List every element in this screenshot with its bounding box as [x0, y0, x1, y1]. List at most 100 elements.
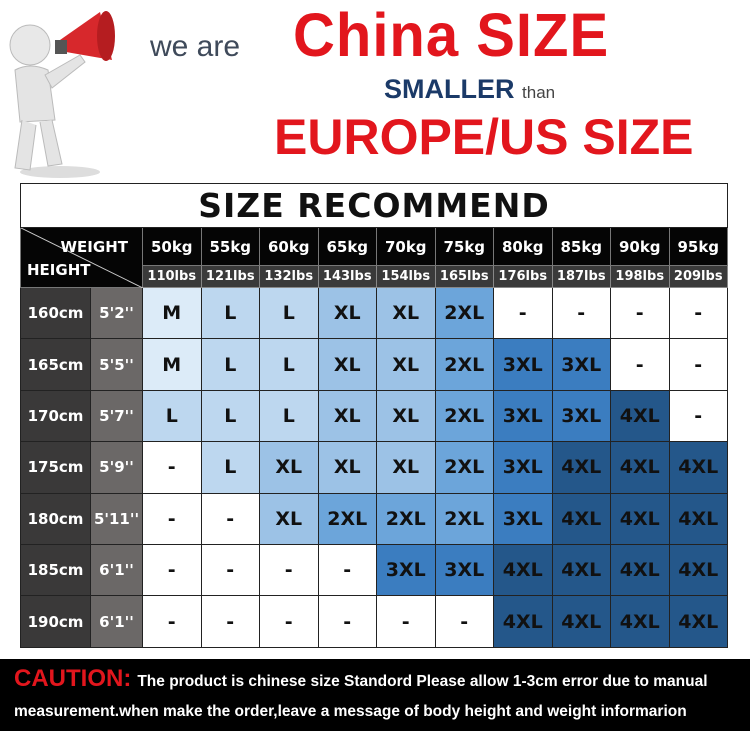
- size-cell: L: [200, 286, 260, 340]
- smaller-text: SMALLER: [384, 74, 515, 104]
- weight-lbs-header: 110lbs: [142, 265, 202, 288]
- weight-lbs-header: 176lbs: [493, 265, 553, 288]
- size-cell: M: [142, 286, 202, 340]
- size-cell: XL: [317, 441, 377, 494]
- size-cell: -: [200, 492, 260, 545]
- weight-lbs-header: 154lbs: [376, 265, 436, 288]
- size-cell: -: [668, 389, 728, 443]
- we-are-text: we are: [150, 30, 241, 63]
- table-row: 165cm 5'5'' M L L XL XL 2XL 3XL 3XL - -: [20, 338, 728, 391]
- weight-kg-header: 85kg: [551, 227, 611, 266]
- height-ft: 5'7'': [90, 389, 143, 443]
- size-cell: L: [200, 338, 260, 391]
- size-cell: 4XL: [668, 595, 728, 648]
- height-ft: 5'2'': [90, 286, 143, 340]
- size-cell: 3XL: [493, 441, 553, 494]
- weight-lbs-header: 132lbs: [259, 265, 319, 288]
- height-cm: 160cm: [20, 286, 91, 340]
- size-cell: XL: [259, 492, 319, 545]
- size-cell: 2XL: [434, 338, 494, 391]
- size-cell: -: [142, 595, 202, 648]
- size-cell: 4XL: [610, 543, 670, 597]
- size-cell: L: [200, 441, 260, 494]
- height-ft: 5'9'': [90, 441, 143, 494]
- size-cell: 4XL: [610, 492, 670, 545]
- weight-lbs-header: 198lbs: [610, 265, 670, 288]
- weight-kg-header: 60kg: [259, 227, 319, 266]
- size-cell: 4XL: [668, 441, 728, 494]
- size-cell: 4XL: [493, 543, 553, 597]
- size-cell: -: [610, 286, 670, 340]
- size-cell: 2XL: [434, 389, 494, 443]
- table-row: 185cm 6'1'' - - - -3XL 3XL 4XL 4XL 4XL 4XL: [20, 543, 728, 597]
- height-ft: 5'11'': [90, 492, 143, 545]
- size-cell: XL: [317, 389, 377, 443]
- size-cell: 4XL: [610, 595, 670, 648]
- size-cell: 3XL: [493, 389, 553, 443]
- size-cell: 2XL: [376, 492, 436, 545]
- size-cell: XL: [376, 338, 436, 391]
- size-cell: -: [551, 286, 611, 340]
- table-row: 190cm 6'1'' - - - - - -4XL 4XL 4XL 4XL: [20, 595, 728, 648]
- height-ft: 6'1'': [90, 595, 143, 648]
- height-cm: 180cm: [20, 492, 91, 545]
- height-cm: 175cm: [20, 441, 91, 494]
- table-row: 180cm 5'11'' - - XL 2XL 2XL 2XL 3XL 4XL 4XL 4XL: [20, 492, 728, 545]
- size-cell: 4XL: [551, 543, 611, 597]
- china-size-text: China SIZE: [293, 1, 610, 70]
- size-cell: -: [376, 595, 436, 648]
- size-cell: 4XL: [610, 389, 670, 443]
- weight-kg-header: 65kg: [317, 227, 377, 266]
- caution-line-1: The product is chinese size Standord Ple…: [137, 673, 708, 690]
- size-cell: 4XL: [668, 543, 728, 597]
- size-cell: L: [142, 389, 202, 443]
- height-cm: 170cm: [20, 389, 91, 443]
- height-ft: 6'1'': [90, 543, 143, 597]
- corner-header: WEIGHT HEIGHT: [20, 227, 143, 288]
- size-cell: -: [259, 543, 319, 597]
- weight-kg-header: 80kg: [493, 227, 553, 266]
- size-cell: 3XL: [493, 338, 553, 391]
- size-cell: XL: [259, 441, 319, 494]
- size-cell: XL: [376, 389, 436, 443]
- size-cell: L: [259, 338, 319, 391]
- size-cell: -: [142, 492, 202, 545]
- height-ft: 5'5'': [90, 338, 143, 391]
- size-cell: 4XL: [551, 595, 611, 648]
- weight-lbs-header: 143lbs: [317, 265, 377, 288]
- size-cell: 4XL: [610, 441, 670, 494]
- height-cm: 165cm: [20, 338, 91, 391]
- size-cell: 3XL: [551, 338, 611, 391]
- size-cell: XL: [317, 338, 377, 391]
- weight-kg-header: 75kg: [434, 227, 494, 266]
- height-cm: 190cm: [20, 595, 91, 648]
- size-cell: 3XL: [376, 543, 436, 597]
- size-cell: -: [142, 441, 202, 494]
- table-row: 170cm 5'7'' L L L XL XL 2XL 3XL 3XL 4XL -: [20, 389, 728, 443]
- table-row: 175cm 5'9'' - L XL XL XL 2XL 3XL 4XL 4XL 4XL: [20, 441, 728, 494]
- size-cell: 4XL: [551, 492, 611, 545]
- height-cm: 185cm: [20, 543, 91, 597]
- size-cell: L: [200, 389, 260, 443]
- size-cell: -: [493, 286, 553, 340]
- weight-kg-header: 55kg: [200, 227, 260, 266]
- size-cell: -: [434, 595, 494, 648]
- smaller-than-text: SMALLER than: [384, 74, 555, 105]
- size-cell: 2XL: [434, 441, 494, 494]
- size-cell: 2XL: [434, 492, 494, 545]
- weight-kg-header: 95kg: [668, 227, 728, 266]
- size-cell: XL: [376, 286, 436, 340]
- weight-label: WEIGHT: [60, 238, 128, 256]
- size-cell: 2XL: [434, 286, 494, 340]
- weight-lbs-header: 187lbs: [551, 265, 611, 288]
- weight-kg-header: 50kg: [142, 227, 202, 266]
- size-cell: XL: [317, 286, 377, 340]
- size-cell: M: [142, 338, 202, 391]
- than-text: than: [522, 83, 556, 102]
- caution-label: CAUTION:: [14, 665, 132, 692]
- size-cell: -: [668, 286, 728, 340]
- size-cell: 3XL: [434, 543, 494, 597]
- weight-kg-header: 90kg: [610, 227, 670, 266]
- size-cell: -: [610, 338, 670, 391]
- size-cell: 4XL: [493, 595, 553, 648]
